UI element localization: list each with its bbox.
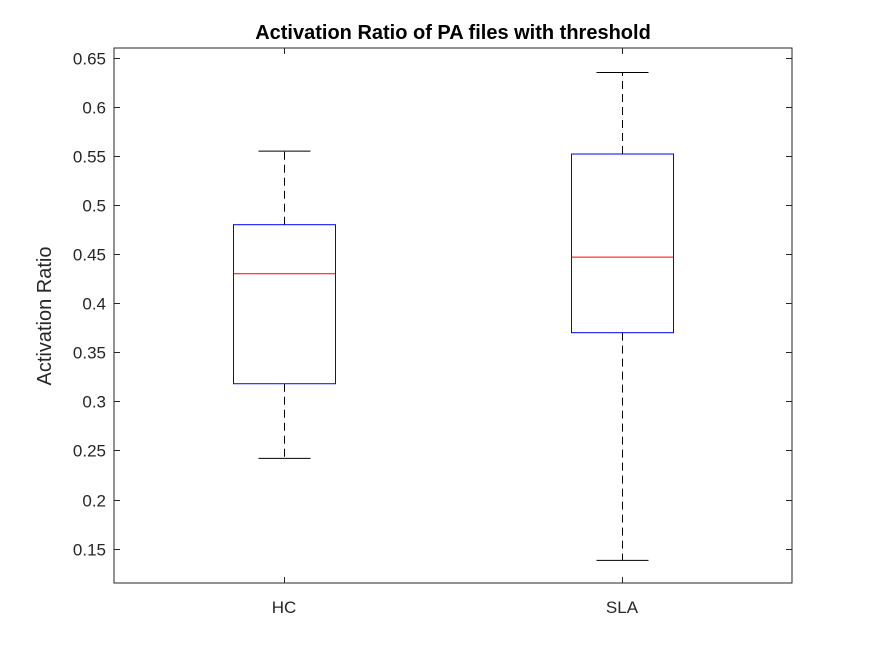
y-tick-label: 0.5 xyxy=(82,197,106,216)
x-tick-label: HC xyxy=(272,598,297,617)
axes-frame xyxy=(113,47,793,584)
y-tick-label: 0.45 xyxy=(73,246,106,265)
chart-title: Activation Ratio of PA files with thresh… xyxy=(255,22,651,44)
y-tick-label: 0.55 xyxy=(73,148,106,167)
y-tick-label: 0.15 xyxy=(73,541,106,560)
box-sla xyxy=(571,153,674,334)
y-tick-label: 0.3 xyxy=(82,393,106,412)
y-tick-label: 0.4 xyxy=(82,295,106,314)
x-tick-label: SLA xyxy=(606,598,639,617)
y-tick-label: 0.6 xyxy=(82,99,106,118)
plot-area: 0.15 0.2 0.25 0.3 0.35 0.4 0.45 0.5 0.55 0.6 0.65 H… xyxy=(73,47,793,617)
y-tick-label: 0.2 xyxy=(82,492,106,511)
y-axis-label: Activation Ratio xyxy=(34,247,56,386)
y-tick-label: 0.25 xyxy=(73,442,106,461)
box-hc xyxy=(233,224,336,385)
y-tick-label: 0.35 xyxy=(73,344,106,363)
y-tick-label: 0.65 xyxy=(73,50,106,69)
